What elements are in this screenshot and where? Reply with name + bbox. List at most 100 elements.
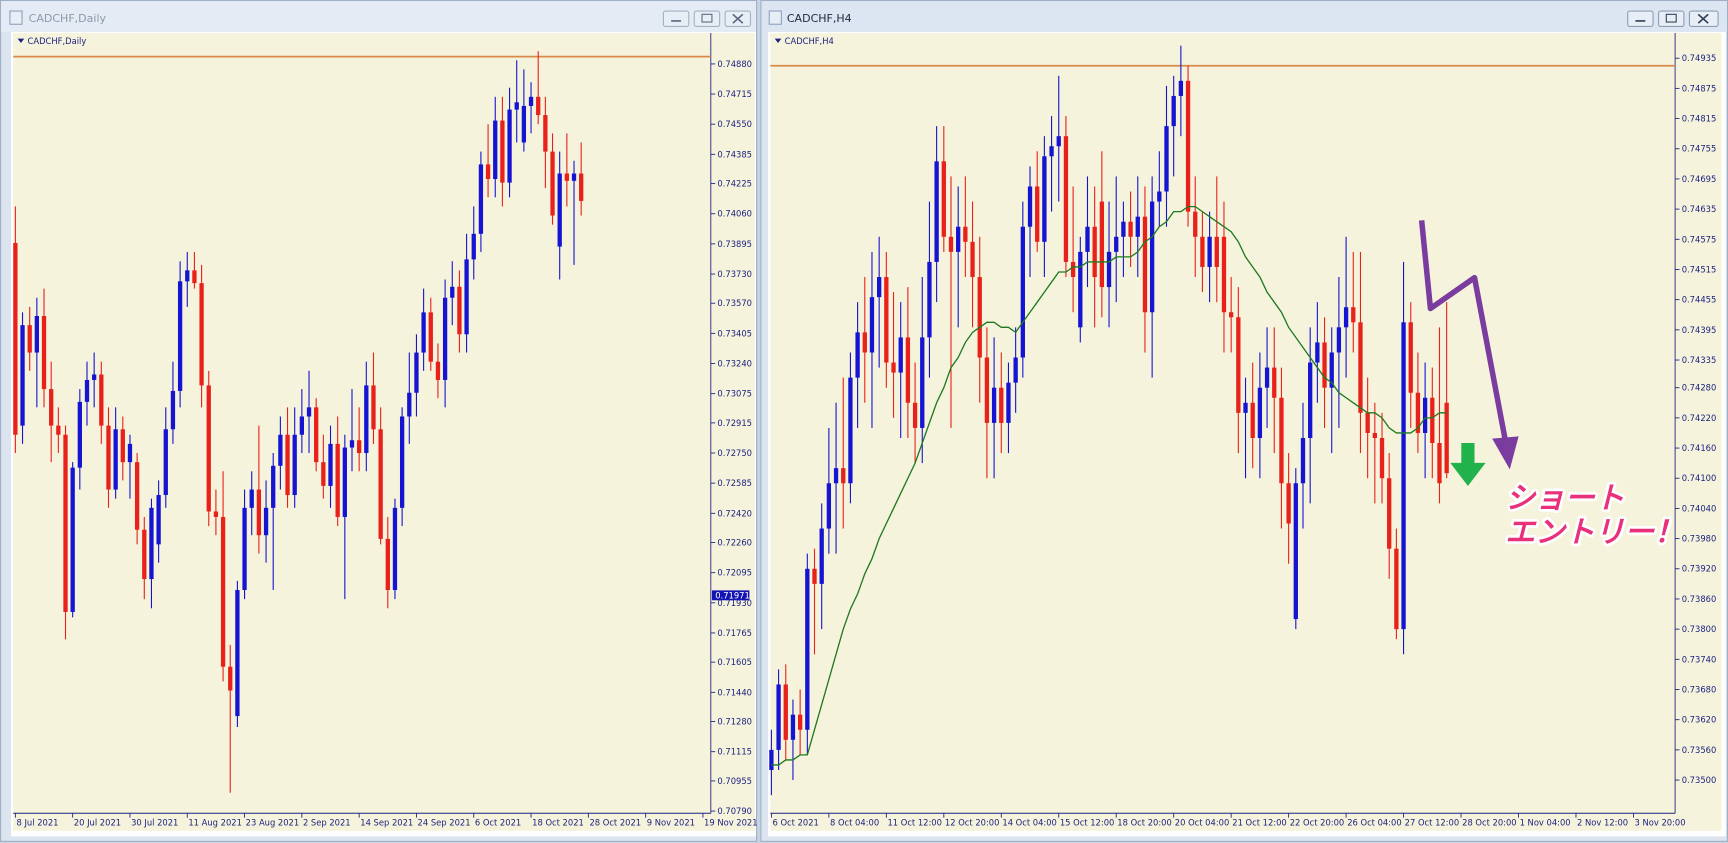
candle-body [790,714,796,740]
y-tick-label: 0.73680 [1682,684,1717,694]
y-tick-label: 0.74715 [717,89,752,99]
y-tick-label: 0.71115 [717,747,752,757]
price-marker-label: 0.71971 [715,590,750,600]
candle-body [841,468,846,484]
candle-body [1351,307,1356,323]
candle-body [1250,402,1255,438]
y-tick-label: 0.74395 [1682,325,1717,335]
price-marker [711,590,750,601]
candle-body [485,164,491,180]
x-tick-label: 18 Oct 20:00 [1117,817,1172,827]
y-tick-label: 0.72420 [717,508,752,518]
x-tick-label: 2 Sep 2021 [303,817,351,827]
y-tick-label: 0.74220 [1682,413,1717,423]
candle-body [1372,432,1377,438]
candle-body [84,379,90,402]
x-tick-label: 6 Oct 2021 [773,817,819,827]
candle-body [120,429,125,463]
candle-body [1264,367,1270,388]
candle-body [342,447,347,517]
candle-body [1013,357,1018,383]
x-tick-label: 24 Sep 2021 [418,817,471,827]
y-tick-label: 0.73075 [717,389,752,399]
window-buttons[interactable] [1627,10,1719,27]
candle-body [855,332,860,378]
y-tick-label: 0.74040 [1682,503,1717,513]
candle-body [328,443,333,486]
candle-body [321,462,326,486]
restore-button[interactable] [693,10,721,27]
candle-body [177,281,183,391]
candle-body [1027,186,1033,227]
candle-body [185,270,190,282]
candle-body [228,666,233,691]
candle-body [349,440,355,448]
minimize-button[interactable] [662,10,690,27]
candle-body [812,568,817,584]
y-tick-label: 0.74575 [1682,234,1717,244]
y-tick-label: 0.73620 [1682,715,1717,725]
candle-body [27,325,32,353]
window-buttons[interactable] [662,10,752,27]
candle-body [819,528,824,584]
minimize-button[interactable] [1627,10,1654,27]
candle-body [134,462,140,530]
icon [701,13,713,23]
candle-body [1185,80,1191,212]
x-tick-label: 9 Nov 2021 [647,817,695,827]
restore-button[interactable] [1658,10,1685,27]
x-tick-label: 8 Oct 04:00 [830,817,879,827]
candle-body [127,443,133,463]
candle-body [1336,327,1342,353]
y-tick-label: 0.73560 [1682,745,1717,755]
candle-body [898,337,903,373]
candle-body [493,120,498,180]
candle-body [571,173,577,181]
candle-body [56,425,61,435]
candle-body [927,261,932,338]
candle-body [1286,483,1291,524]
y-tick-label: 0.70790 [717,806,752,816]
y-tick-label: 0.74695 [1682,174,1717,184]
x-tick-label: 21 Oct 12:00 [1232,817,1287,827]
candle-body [263,507,269,536]
candle-body [507,109,512,183]
x-tick-label: 20 Oct 04:00 [1175,817,1230,827]
y-tick-label: 0.72260 [717,538,752,548]
y-tick-label: 0.71605 [717,657,752,667]
candle-body [213,511,219,517]
candle-body [1236,317,1241,413]
candle-body [170,390,176,430]
y-tick-label: 0.73240 [717,358,752,368]
candle-body [220,516,226,667]
candle-body [805,568,810,730]
candle-body [335,443,340,517]
down-arrow [1450,442,1486,486]
x-tick-label: 14 Sep 2021 [360,817,413,827]
y-tick-label: 0.72750 [717,448,752,458]
candle-body [905,337,911,403]
candle-body [891,362,896,373]
candle-body [970,241,975,278]
x-tick-label: 11 Oct 12:00 [887,817,942,827]
x-tick-label: 6 Oct 2021 [475,817,521,827]
candle-body [1315,342,1320,363]
moving-average [771,205,1447,766]
candle-body [1092,226,1097,278]
candle-body [378,429,383,539]
candle-body [869,297,875,353]
candle-body [1114,236,1119,252]
y-tick-label: 0.73920 [1682,564,1717,574]
y-tick-label: 0.73730 [717,269,752,279]
candle-body [314,407,319,463]
candle-body [920,337,925,428]
candle-body [306,407,312,417]
candle-body [106,425,111,490]
candle-body [536,96,541,116]
candle-body [457,286,462,335]
candle-body [1200,236,1205,267]
candle-body [1387,478,1392,549]
candle-body [1149,201,1155,313]
x-tick-label: 11 Aug 2021 [188,817,242,827]
candle-body [77,401,82,468]
